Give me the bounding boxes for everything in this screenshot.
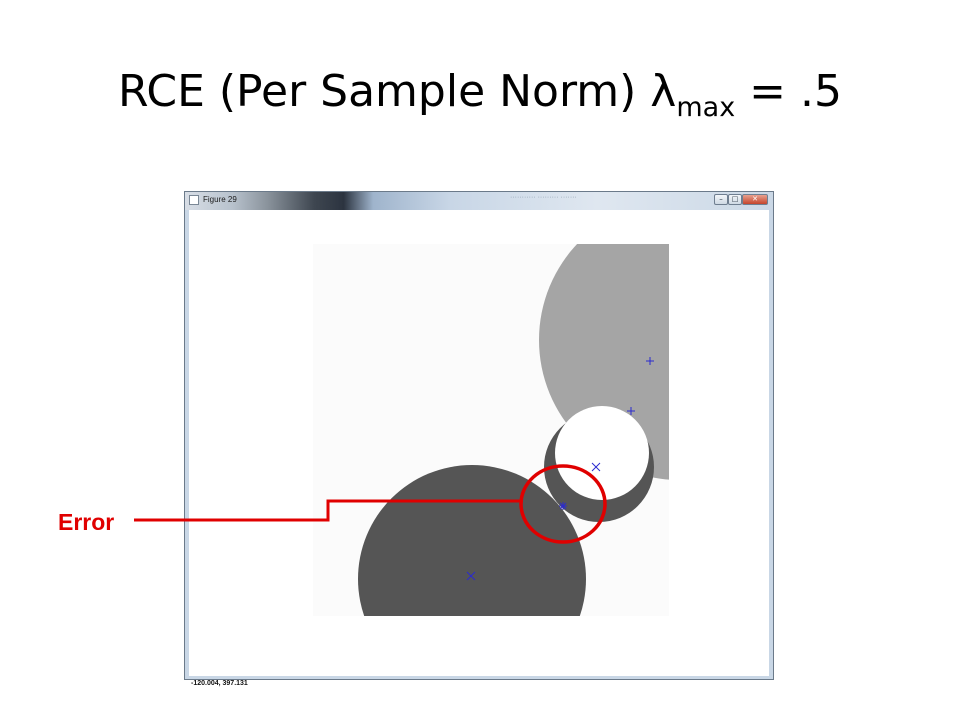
title-tail-text: = .5	[735, 66, 842, 117]
x-marker-lower	[466, 571, 476, 581]
title-subscript: max	[676, 92, 736, 123]
minimize-button[interactable]: –	[714, 194, 728, 205]
decision-region-plot	[313, 244, 669, 616]
white-region	[555, 406, 649, 500]
figure-window: Figure 29 ··········· ········· ······· …	[184, 191, 774, 687]
figure-canvas[interactable]: -120.004, 397.131	[189, 210, 769, 687]
window-title: Figure 29	[203, 195, 237, 204]
error-annotation-label: Error	[58, 509, 115, 535]
maximize-button[interactable]: □	[728, 194, 742, 205]
blurred-tab-text: ··········· ········· ·······	[510, 194, 577, 201]
title-main-text: RCE (Per Sample Norm) λ	[118, 66, 677, 117]
cursor-coordinate-readout: -120.004, 397.131	[191, 680, 248, 687]
figure-window-icon	[189, 195, 199, 205]
plus-marker-top	[646, 357, 654, 365]
star-marker-error	[559, 502, 567, 510]
slide-title: RCE (Per Sample Norm) λmax = .5	[0, 62, 960, 122]
close-button[interactable]: ✕	[742, 194, 768, 205]
plus-marker-middle	[627, 407, 635, 415]
window-titlebar[interactable]: Figure 29 ··········· ········· ······· …	[185, 192, 773, 210]
